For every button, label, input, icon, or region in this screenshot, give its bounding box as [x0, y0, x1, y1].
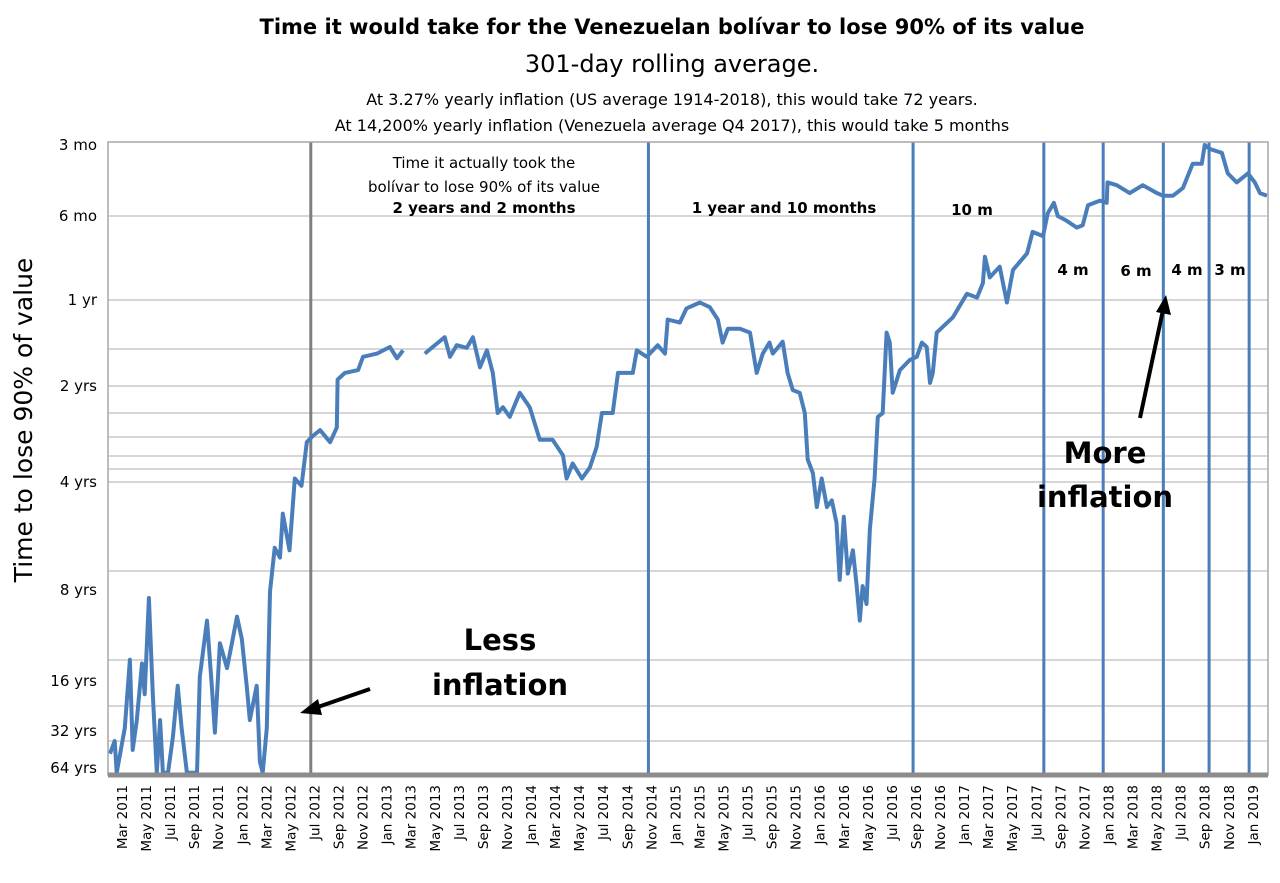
note-venezuela: At 14,200% yearly inflation (Venezuela a… [335, 116, 1009, 135]
x-tick-label: Nov 2014 [644, 785, 660, 850]
x-tick-label: Jul 2017 [1029, 785, 1045, 841]
y-tick-label: 1 yr [68, 291, 98, 309]
y-tick-label: 32 yrs [50, 722, 97, 740]
x-tick-label: Nov 2016 [933, 785, 949, 850]
x-tick-label: Jul 2018 [1174, 785, 1190, 841]
x-tick-label: May 2013 [428, 785, 444, 852]
x-tick-label: May 2012 [283, 785, 299, 852]
series-line [108, 143, 1268, 775]
x-tick-label: Nov 2011 [211, 785, 227, 850]
x-tick-label: Sep 2014 [620, 785, 636, 849]
x-tick-label: May 2017 [1005, 785, 1021, 852]
x-tick-label: Mar 2016 [837, 785, 853, 849]
period-label-5: 6 m [1120, 262, 1151, 280]
x-tick-label: Mar 2018 [1126, 785, 1142, 849]
x-tick-label: May 2016 [861, 785, 877, 852]
period-label-1: 2 years and 2 months [392, 199, 575, 217]
x-tick-label: Nov 2015 [789, 785, 805, 850]
y-axis-label: Time to lose 90% of value [9, 258, 38, 584]
chart-subtitle: 301-day rolling average. [525, 50, 819, 78]
series-line-segment [423, 143, 1268, 623]
x-tick-label: Nov 2017 [1077, 785, 1093, 850]
period-label-6: 4 m [1171, 261, 1202, 279]
period-label-3: 10 m [951, 201, 993, 219]
x-tick-label: May 2011 [139, 785, 155, 852]
x-tick-label: Sep 2016 [909, 785, 925, 849]
y-tick-label: 64 yrs [50, 759, 97, 777]
x-axis-ticks: Mar 2011 May 2011 Jul 2011 Sep 2011 Nov 2011… [115, 785, 1262, 852]
x-tick-label: Jan 2019 [1246, 785, 1262, 845]
note-us: At 3.27% yearly inflation (US average 19… [366, 90, 978, 109]
x-tick-label: Jan 2015 [668, 785, 684, 845]
x-tick-label: Jul 2013 [452, 785, 468, 841]
y-tick-label: 8 yrs [60, 581, 97, 599]
y-tick-label: 2 yrs [60, 377, 97, 395]
period-markers [309, 142, 1251, 775]
x-tick-label: Jan 2012 [235, 785, 251, 845]
arrow-icon-less-inflation [300, 687, 371, 715]
y-tick-label: 16 yrs [50, 672, 97, 690]
x-tick-label: Jan 2013 [380, 785, 396, 845]
x-tick-label: Mar 2015 [692, 785, 708, 849]
x-tick-label: Sep 2017 [1053, 785, 1069, 849]
y-axis-ticks: 3 mo 6 mo 1 yr 2 yrs 4 yrs 8 yrs 16 yrs 32 yrs 6… [50, 136, 98, 777]
period-label-4: 4 m [1057, 261, 1088, 279]
x-tick-label: Jul 2016 [885, 785, 901, 841]
x-tick-label: Sep 2012 [332, 785, 348, 849]
period-intro-line2: bolívar to lose 90% of its value [368, 178, 600, 196]
x-tick-label: May 2018 [1150, 785, 1166, 852]
more-inflation-line2: inflation [1037, 480, 1173, 514]
x-tick-label: Jan 2014 [524, 785, 540, 845]
period-intro-line1: Time it actually took the [392, 154, 576, 172]
x-tick-label: Mar 2014 [548, 785, 564, 849]
x-tick-label: Nov 2012 [356, 785, 372, 850]
x-tick-label: Sep 2011 [187, 785, 203, 849]
x-tick-label: Sep 2015 [765, 785, 781, 849]
x-tick-label: Mar 2012 [259, 785, 275, 849]
x-tick-label: Nov 2018 [1222, 785, 1238, 850]
x-tick-label: Sep 2018 [1198, 785, 1214, 849]
more-inflation-line1: More [1064, 436, 1147, 470]
x-tick-label: Mar 2017 [981, 785, 997, 849]
y-tick-label: 3 mo [59, 136, 97, 154]
x-tick-label: Sep 2013 [476, 785, 492, 849]
x-tick-label: Jul 2015 [741, 785, 757, 841]
period-label-2: 1 year and 10 months [692, 199, 877, 217]
y-tick-label: 6 mo [59, 207, 97, 225]
less-inflation-line1: Less [464, 623, 537, 657]
less-inflation-line2: inflation [432, 668, 568, 702]
x-tick-label: May 2014 [572, 785, 588, 852]
x-tick-label: May 2015 [717, 785, 733, 852]
gridlines [108, 215, 1268, 742]
x-tick-label: Jul 2014 [596, 785, 612, 841]
x-tick-label: Jul 2012 [307, 785, 323, 841]
x-tick-label: Jul 2011 [163, 785, 179, 841]
arrow-icon-more-inflation [1138, 295, 1171, 419]
x-tick-label: Jan 2017 [957, 785, 973, 845]
period-label-7: 3 m [1214, 261, 1245, 279]
x-tick-label: Jan 2018 [1101, 785, 1117, 845]
x-tick-label: Mar 2013 [404, 785, 420, 849]
x-tick-label: Mar 2011 [115, 785, 131, 849]
x-tick-label: Jan 2016 [813, 785, 829, 845]
y-tick-label: 4 yrs [60, 473, 97, 491]
chart-title: Time it would take for the Venezuelan bo… [260, 15, 1085, 39]
series-line-segment [108, 345, 405, 775]
x-tick-label: Nov 2013 [500, 785, 516, 850]
